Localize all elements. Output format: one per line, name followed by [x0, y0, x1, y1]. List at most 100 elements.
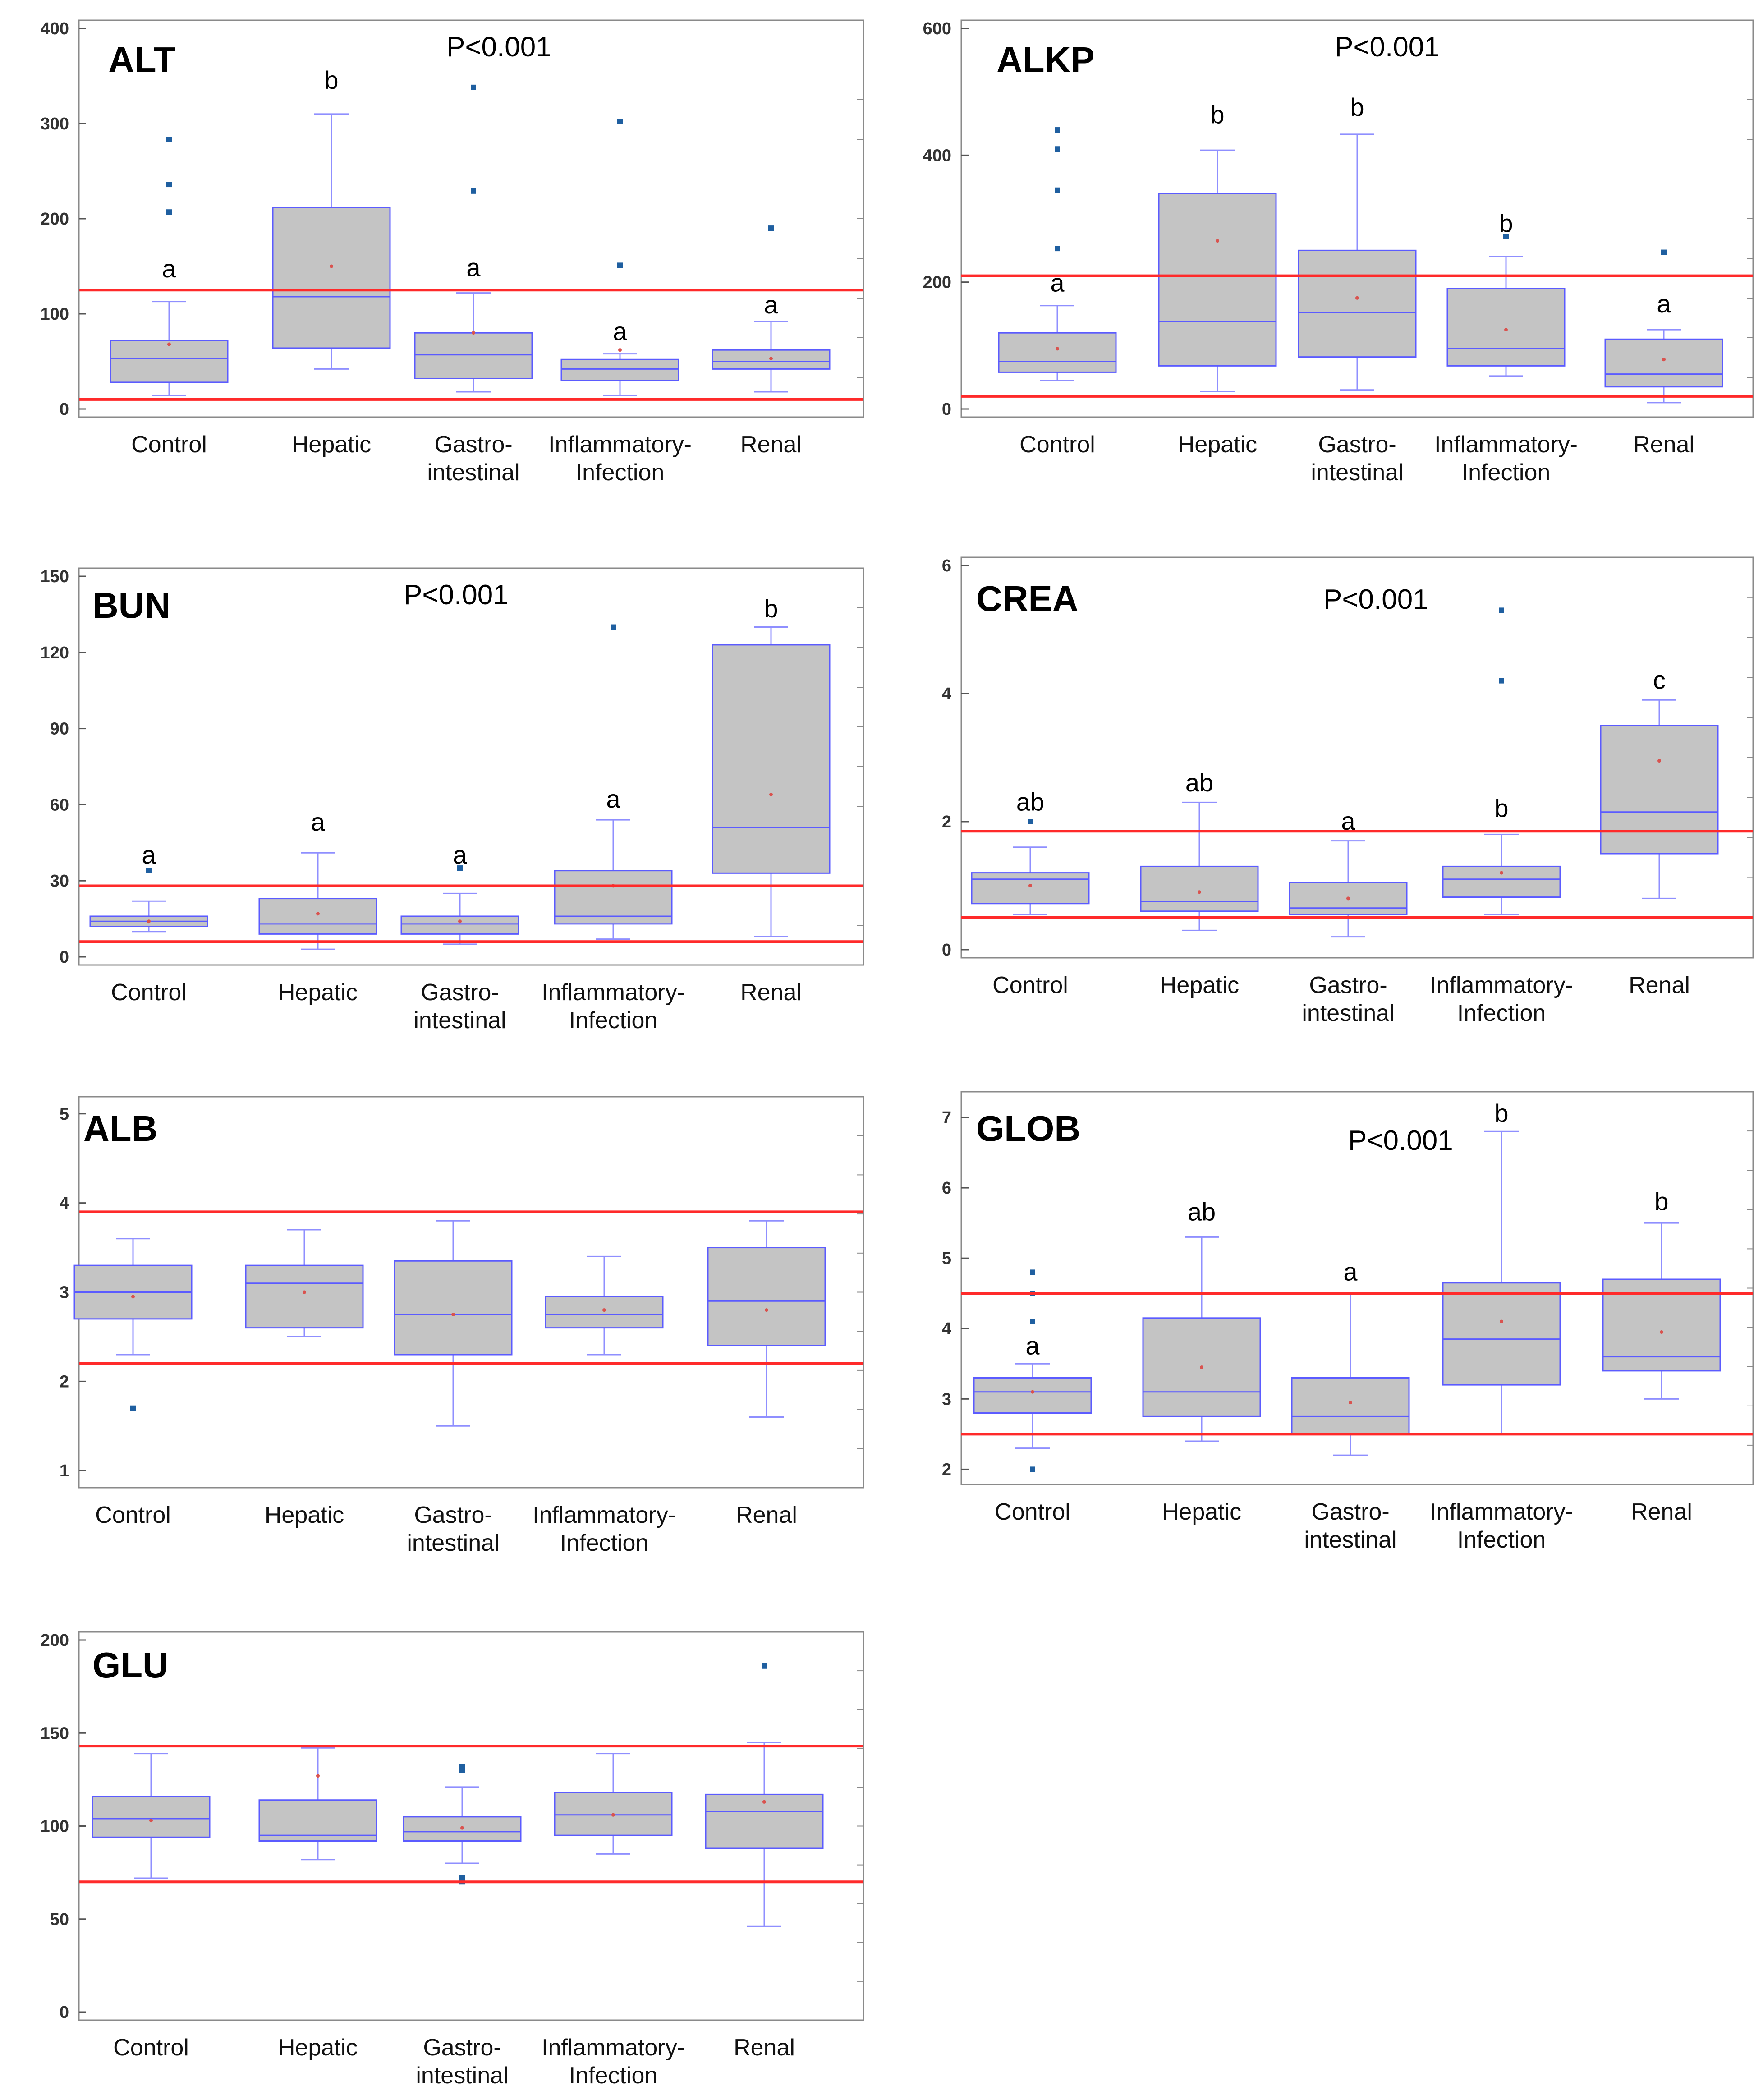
mean-marker: [303, 1290, 306, 1294]
x-category-label: Gastro-intestinal: [407, 1502, 499, 1556]
box-group-3: [403, 1764, 522, 1885]
box-group-1: a: [110, 137, 229, 396]
mean-marker: [1346, 896, 1350, 901]
box-group-3: a: [414, 84, 533, 393]
y-tick-label: 0: [60, 2003, 69, 2022]
box-iqr: [1604, 338, 1723, 388]
outlier-point: [1499, 607, 1504, 613]
mean-marker: [765, 1308, 768, 1312]
mean-marker: [1200, 1365, 1203, 1369]
p-value-label: P<0.001: [404, 579, 509, 611]
y-tick-label: 50: [50, 1910, 69, 1929]
y-tick-label: 6: [942, 556, 951, 575]
x-category-label: Hepatic: [1162, 1499, 1241, 1525]
chart-title: GLOB: [976, 1108, 1080, 1149]
box-group-4: b: [1442, 1099, 1561, 1435]
box-iqr: [1298, 249, 1417, 358]
mean-marker: [460, 1826, 464, 1830]
box-iqr: [712, 644, 831, 874]
outlier-point: [459, 1875, 465, 1881]
significance-letter: a: [764, 290, 778, 319]
y-tick-label: 120: [41, 643, 69, 662]
significance-letter: ab: [1185, 768, 1213, 797]
y-tick-label: 5: [942, 1249, 951, 1268]
box-group-5: a: [712, 225, 831, 393]
y-tick-label: 300: [41, 115, 69, 133]
x-category-label: Control: [995, 1499, 1070, 1525]
x-category-label: Control: [992, 972, 1068, 998]
mean-marker: [1504, 328, 1508, 332]
outlier-point: [471, 84, 476, 90]
box-iqr: [560, 358, 679, 381]
mean-marker: [167, 342, 171, 346]
y-tick-label: 6: [942, 1179, 951, 1198]
mean-marker: [1028, 884, 1032, 887]
x-category-label: Renal: [736, 1502, 797, 1528]
mean-marker: [1662, 358, 1666, 362]
outlier-point: [611, 624, 616, 630]
outlier-point: [1055, 187, 1060, 193]
x-category-label: Renal: [734, 2035, 795, 2061]
mean-marker: [131, 1295, 135, 1299]
box-iqr: [110, 340, 229, 383]
box-group-1: ab: [971, 787, 1090, 915]
box-group-1: a: [998, 127, 1117, 381]
y-tick-label: 2: [942, 1460, 951, 1479]
box-iqr: [1600, 725, 1719, 855]
box-iqr: [1140, 865, 1259, 912]
significance-letter: a: [606, 785, 620, 813]
box-group-1: a: [89, 841, 208, 933]
outlier-point: [459, 1764, 465, 1769]
significance-letter: b: [1654, 1187, 1668, 1215]
box-group-1: [92, 1753, 211, 1879]
mean-marker: [458, 919, 462, 924]
chart-title: BUN: [92, 585, 170, 625]
mean-marker: [769, 357, 773, 361]
outlier-point: [471, 188, 476, 194]
y-tick-label: 150: [41, 567, 69, 586]
x-category-label: Control: [131, 432, 207, 458]
box-group-5: [705, 1663, 824, 1927]
outlier-point: [1028, 819, 1033, 824]
chart-panel-alkp: 0 200 400 600 ALKP P<0.001 a b b b a Control Hepatic…: [923, 19, 1754, 486]
significance-letter: ab: [1188, 1198, 1216, 1226]
y-tick-label: 0: [942, 400, 951, 419]
box-group-2: ab: [1140, 768, 1259, 931]
significance-letter: b: [1499, 209, 1513, 237]
box-group-2: [258, 1747, 377, 1861]
box-group-5: [707, 1220, 826, 1418]
significance-letter: a: [466, 253, 481, 282]
chart-title: CREA: [976, 579, 1079, 619]
box-iqr: [245, 1264, 364, 1329]
significance-letter: b: [324, 66, 338, 94]
p-value-label: P<0.001: [1335, 32, 1440, 63]
y-tick-label: 7: [942, 1108, 951, 1127]
x-category-label: Renal: [1629, 972, 1690, 998]
y-tick-label: 2: [942, 813, 951, 832]
y-tick-label: 200: [923, 273, 951, 292]
box-iqr: [973, 1377, 1092, 1414]
y-tick-label: 3: [942, 1390, 951, 1409]
box-iqr: [258, 898, 377, 935]
mean-marker: [149, 1819, 153, 1823]
x-category-label: Gastro-intestinal: [416, 2035, 508, 2089]
mean-marker: [451, 1312, 455, 1316]
significance-letter: b: [1350, 93, 1364, 121]
x-category-label: Hepatic: [265, 1502, 344, 1528]
box-iqr: [394, 1260, 513, 1356]
box-group-3: a: [1289, 807, 1408, 938]
y-tick-label: 200: [41, 1631, 69, 1650]
mean-marker: [1349, 1401, 1352, 1405]
y-tick-label: 400: [41, 19, 69, 38]
box-iqr: [1446, 288, 1566, 367]
box-group-4: a: [560, 119, 679, 396]
mean-marker: [762, 1800, 766, 1804]
y-tick-label: 60: [50, 795, 69, 814]
y-tick-label: 1: [60, 1461, 69, 1480]
box-group-2: [245, 1229, 364, 1337]
x-category-label: Inflammatory-Infection: [1430, 972, 1573, 1026]
chart-panel-glu: 0 50 100 150 200 GLU Control Hepatic Gastro-inte…: [41, 1631, 864, 2089]
